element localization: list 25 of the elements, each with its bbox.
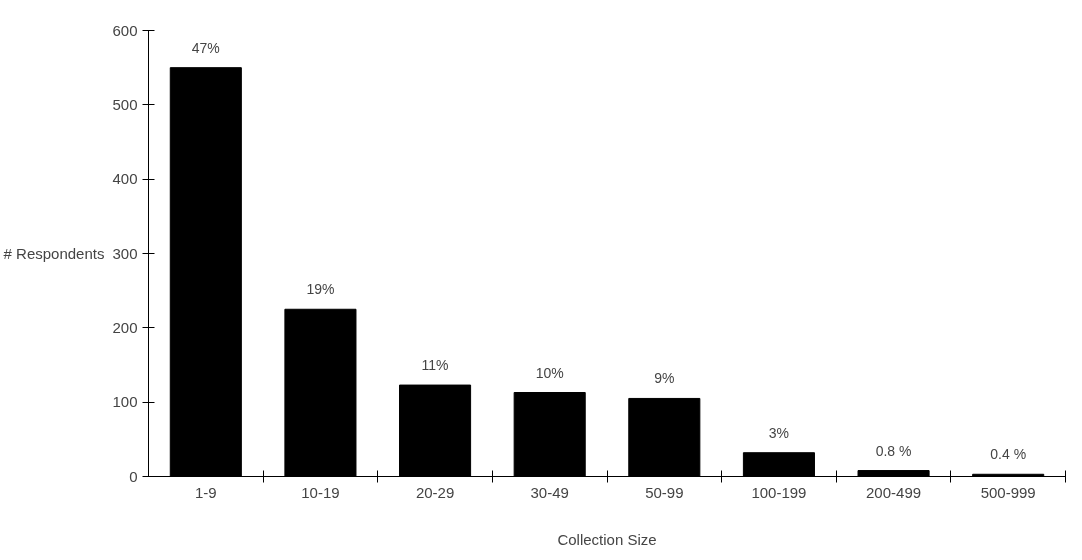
x-tick-label: 100-199 [751,483,807,501]
x-tick-label: 30-49 [530,483,569,501]
annotation: 3% [768,424,790,441]
annotation: 0.8 % [875,442,912,459]
y-tick-label: 0 [129,467,138,485]
annotation: 47% [191,39,220,56]
x-tick-label: 10-19 [301,483,340,501]
y-tick-label: 300 [112,244,138,262]
y-tick-label: 200 [112,318,138,336]
y-tick-label: 100 [112,393,138,411]
y-tick-label: 400 [112,170,138,188]
x-tick-label: 50-99 [645,483,684,501]
x-tick-label: 500-999 [980,483,1036,501]
x-tick-label: 1-9 [194,483,217,501]
annotation: 11% [421,357,449,374]
y-tick-label: 500 [112,95,138,113]
y-axis-title: # Respondents [3,245,105,262]
annotation: 9% [654,370,675,387]
x-tick-label: 200-499 [866,483,922,501]
annotation: 19% [306,281,335,298]
annotation: 0.4 % [990,446,1027,463]
x-axis-title: Collection Size [557,530,657,548]
x-tick-label: 20-29 [415,483,455,501]
annotation: 10% [535,364,564,381]
y-tick-label: 600 [112,21,138,39]
